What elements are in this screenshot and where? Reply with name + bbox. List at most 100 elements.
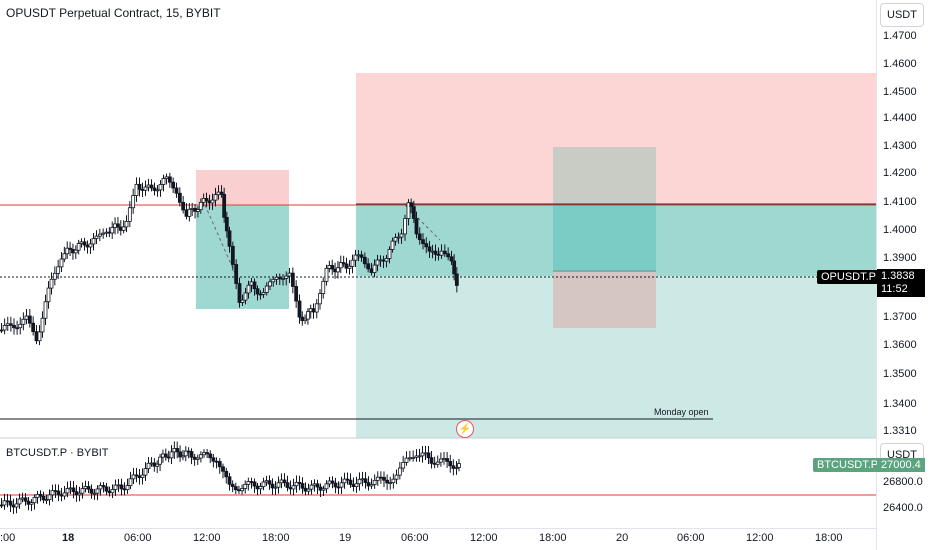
candle: [41, 495, 46, 501]
candle: [451, 465, 456, 469]
candle: [0, 329, 4, 332]
candle: [336, 267, 340, 273]
candle: [56, 490, 61, 496]
price-tick: 1.4500: [883, 86, 917, 98]
candle: [433, 250, 438, 255]
candle: [406, 202, 411, 219]
price-tick: 1.3400: [883, 398, 917, 410]
candle: [271, 278, 276, 283]
candle: [62, 253, 67, 260]
candle: [46, 287, 51, 303]
time-tick: 18:00: [262, 532, 290, 544]
chart-canvas[interactable]: [0, 0, 876, 528]
candle: [375, 259, 380, 266]
candle: [421, 239, 425, 244]
candle: [366, 482, 371, 487]
candle: [107, 490, 112, 494]
time-tick: 20: [616, 532, 629, 544]
time-tick: 06:00: [677, 532, 705, 544]
candle: [303, 318, 308, 322]
candle: [372, 479, 377, 485]
candle: [261, 292, 266, 295]
candle: [43, 301, 48, 319]
time-tick: 06:00: [401, 532, 429, 544]
candle: [224, 216, 229, 232]
candle: [287, 272, 292, 277]
time-tick: 12:00: [746, 532, 774, 544]
candle: [439, 250, 444, 256]
candle: [282, 479, 287, 484]
candle: [140, 474, 145, 479]
candle: [83, 486, 88, 489]
candle: [297, 481, 302, 484]
bar-countdown: 11:52: [881, 283, 908, 295]
candle: [31, 322, 36, 333]
current-price-label: 1.3838 11:52: [877, 269, 925, 297]
candle: [11, 504, 16, 508]
candle: [91, 238, 96, 245]
candle: [394, 474, 399, 480]
candle: [211, 457, 216, 462]
price-tick: 1.3600: [883, 339, 917, 351]
candle: [143, 186, 148, 191]
candle: [37, 331, 42, 342]
candle: [217, 461, 222, 468]
candle: [127, 207, 132, 222]
currency-button[interactable]: USDT: [880, 3, 924, 27]
candle: [321, 488, 326, 491]
candle: [285, 482, 290, 488]
candle: [163, 453, 168, 458]
candle: [174, 187, 179, 194]
candle: [221, 466, 225, 472]
candle: [210, 199, 215, 204]
candle: [32, 497, 37, 504]
candle: [360, 478, 365, 481]
candle: [333, 482, 338, 488]
lightning-icon[interactable]: ⚡: [456, 420, 474, 438]
candle: [240, 488, 244, 492]
candle: [237, 283, 242, 303]
candle: [222, 194, 227, 218]
candle: [311, 308, 316, 313]
candle: [321, 280, 326, 294]
candle: [294, 286, 299, 302]
candle: [270, 483, 275, 489]
candle: [452, 260, 457, 275]
time-tick: :00: [0, 532, 16, 544]
candle: [227, 476, 232, 485]
candle: [161, 178, 166, 185]
candle: [351, 484, 356, 487]
candle: [34, 331, 39, 342]
time-tick: 18: [62, 532, 75, 544]
candle: [454, 467, 459, 469]
candle: [68, 487, 73, 490]
candle: [372, 264, 377, 273]
candle: [167, 176, 172, 183]
candle: [273, 486, 278, 489]
candle: [8, 323, 13, 326]
candle: [362, 256, 367, 265]
candle: [213, 194, 218, 201]
candle: [128, 478, 133, 486]
candle: [227, 230, 232, 247]
candle: [158, 456, 162, 465]
candle: [356, 254, 361, 257]
candle: [385, 479, 390, 484]
candle: [353, 254, 358, 261]
price-tick: 1.3900: [883, 252, 917, 264]
candle: [347, 265, 352, 269]
candle: [85, 244, 90, 248]
candle: [339, 482, 344, 488]
candle: [44, 499, 49, 501]
candle: [214, 460, 219, 463]
candle: [438, 458, 443, 463]
candle: [14, 503, 19, 508]
candle: [393, 237, 398, 242]
candle: [454, 273, 459, 286]
symbol-price-label: OPUSDT.P: [817, 270, 881, 284]
candle: [327, 480, 332, 485]
candle: [12, 324, 16, 329]
candle: [297, 300, 302, 318]
candle: [435, 461, 440, 465]
candle: [354, 483, 359, 487]
